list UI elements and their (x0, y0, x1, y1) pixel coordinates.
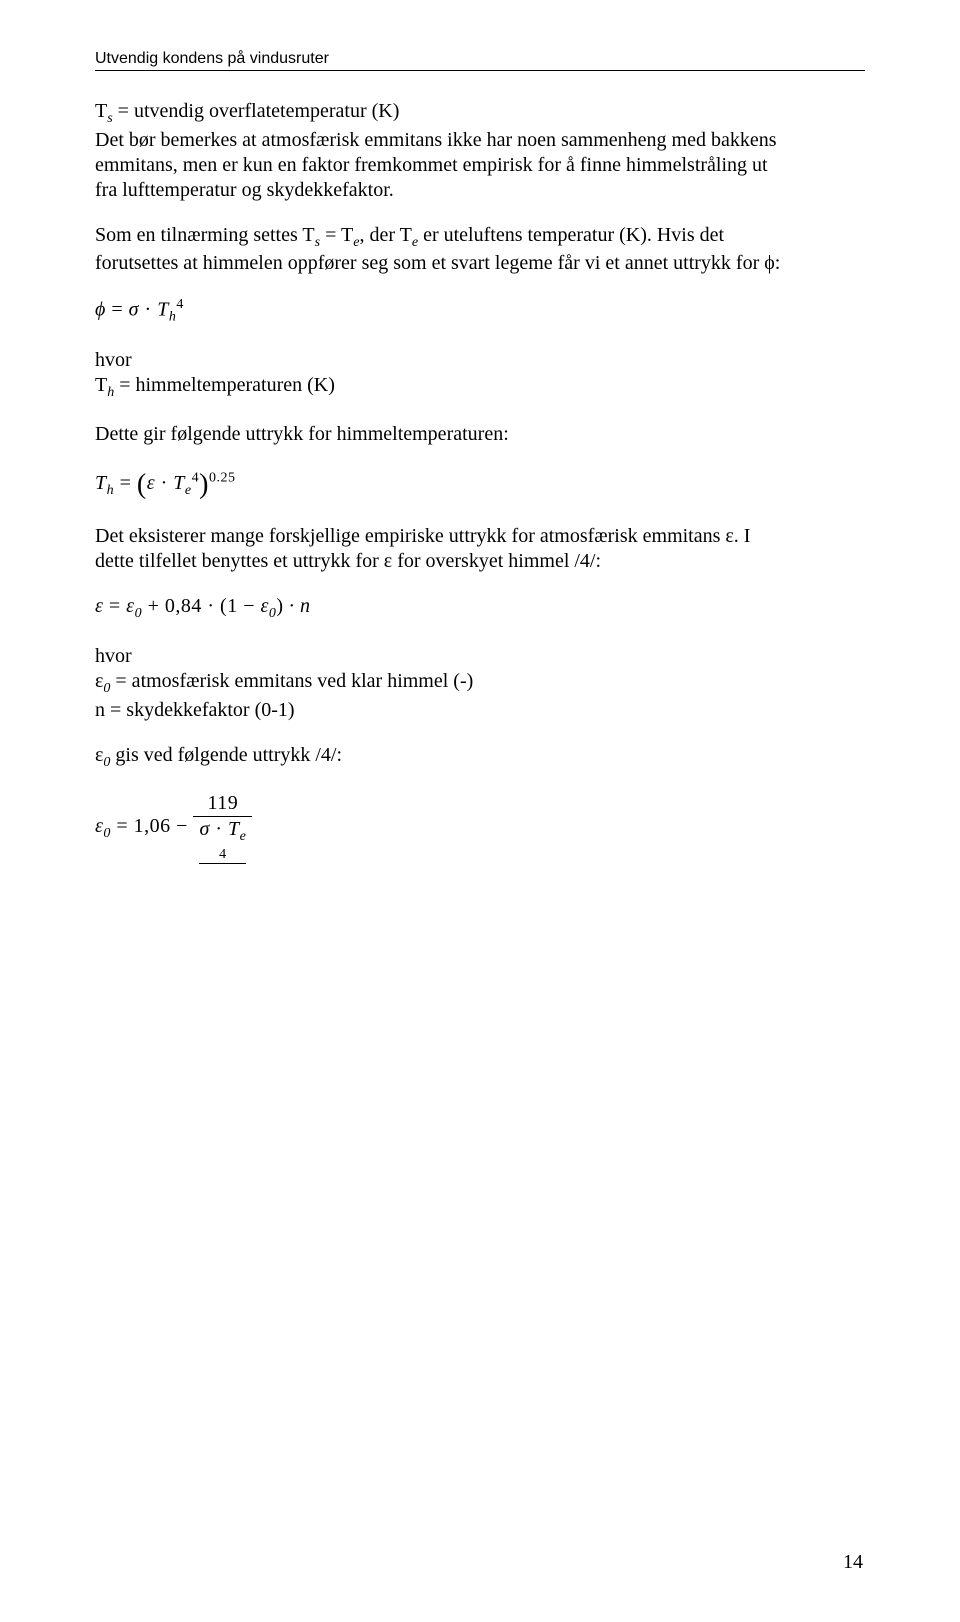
f2-eps: ε (147, 472, 155, 494)
f1-sup-4: 4 (176, 297, 184, 312)
p7-rest: gis ved følgende uttrykk /4/: (110, 744, 342, 766)
page-number-text: 14 (843, 1551, 863, 1573)
running-title-text: Utvendig kondens på vindusruter (95, 50, 329, 67)
p3-Th: Th = himmeltemperaturen (K) (95, 374, 335, 396)
f3-rparen: ) (276, 595, 283, 617)
page-container: Utvendig kondens på vindusruter Ts = utv… (0, 0, 960, 1622)
formula-phi: ϕ = σ · Th4 (95, 296, 865, 326)
paragraph-eps-where: hvor ε0 = atmosfærisk emmitans ved klar … (95, 644, 865, 723)
ts-def-text: = utvendig overflatetemperatur (K) (113, 100, 400, 122)
f2-sub-e: e (185, 483, 192, 498)
p1-line2a: Det bør bemerkes at atmosfærisk emmitans… (95, 129, 776, 151)
p3-def: = himmeltemperaturen (K) (114, 374, 335, 396)
f3-one-minus: 1 − (227, 595, 260, 617)
p5b: dette tilfellet benyttes et uttrykk for … (95, 550, 601, 572)
p6-hvor: hvor (95, 645, 132, 667)
p1-line2b: emmitans, men er kun en faktor fremkomme… (95, 154, 768, 176)
ts-symbol: Ts = utvendig overflatetemperatur (K) (95, 100, 399, 122)
f4-numerator: 119 (193, 791, 252, 817)
f3-dot-n: · n (284, 595, 311, 617)
paragraph-th-expr-intro: Dette gir følgende uttrykk for himmeltem… (95, 422, 865, 447)
f2-rparen: ) (199, 469, 209, 500)
ts-T: T (95, 100, 107, 122)
p6-n-line: n = skydekkefaktor (0-1) (95, 699, 295, 721)
f4-den-sub-e: e (240, 829, 247, 844)
f2-T: T (95, 472, 107, 494)
p2-part-a: Som en tilnærming settes T (95, 224, 315, 246)
f4-fraction: 119σ · Te 4 (193, 791, 252, 864)
page-number: 14 (843, 1551, 863, 1574)
p2-part-d: er uteluftens temperatur (K). Hvis det (418, 224, 724, 246)
f1-phi: ϕ (95, 299, 106, 321)
f2-lparen: ( (137, 469, 147, 500)
f1-T: T (157, 299, 169, 321)
f4-den-sup-4: 4 (199, 846, 246, 865)
f4-denominator: σ · Te 4 (193, 817, 252, 864)
f2-dot: · (155, 472, 173, 494)
p4-text: Dette gir følgende uttrykk for himmeltem… (95, 423, 509, 445)
f1-sigma: σ (129, 299, 139, 321)
p6-eps0-line: ε0 = atmosfærisk emmitans ved klar himme… (95, 670, 473, 692)
paragraph-ts-definition: Ts = utvendig overflatetemperatur (K) De… (95, 99, 865, 203)
f3-sub0: 0 (135, 606, 143, 621)
f1-dot: · (139, 299, 157, 321)
paragraph-eps0-intro: ε0 gis ved følgende uttrykk /4/: (95, 743, 865, 772)
f4-den-sigma: σ (199, 818, 209, 840)
p1-line2c: fra lufttemperatur og skydekkefaktor. (95, 179, 394, 201)
f4-eq: = 1,06 − (111, 815, 194, 837)
formula-eps0: ε0 = 1,06 − 119σ · Te4 (95, 791, 865, 864)
f2-T2: T (173, 472, 185, 494)
f4-den-T: T (228, 818, 240, 840)
p2-part-c: , der T (359, 224, 411, 246)
running-header: Utvendig kondens på vindusruter (95, 50, 865, 71)
f3-plus: + 0,84 · (142, 595, 220, 617)
f2-eq: = (114, 472, 137, 494)
f4-den-dot: · (210, 818, 228, 840)
f2-outer-sup: 0.25 (209, 470, 236, 485)
f3-eps0: ε (126, 595, 134, 617)
f3-eq: = (103, 595, 126, 617)
p2-part-b: = T (320, 224, 353, 246)
p6-eps0-def: = atmosfærisk emmitans ved klar himmel (… (110, 670, 473, 692)
p5a: Det eksisterer mange forskjellige empiri… (95, 525, 750, 547)
paragraph-eps-intro: Det eksisterer mange forskjellige empiri… (95, 524, 865, 574)
paragraph-approx: Som en tilnærming settes Ts = Te, der Te… (95, 223, 865, 277)
f1-eq: = (106, 299, 129, 321)
formula-eps: ε = ε0 + 0,84 · (1 − ε0) · n (95, 594, 865, 623)
p3-hvor: hvor (95, 349, 132, 371)
body-content: Ts = utvendig overflatetemperatur (K) De… (95, 99, 865, 864)
p2-part-e: forutsettes at himmelen oppfører seg som… (95, 252, 780, 274)
f2-sub-h: h (107, 483, 115, 498)
paragraph-th-where: hvor Th = himmeltemperaturen (K) (95, 348, 865, 402)
p3-T: T (95, 374, 107, 396)
formula-th: Th = (ε · Te4)0.25 (95, 467, 865, 502)
f4-sub0: 0 (103, 826, 111, 841)
f3-eps0b: ε (260, 595, 268, 617)
